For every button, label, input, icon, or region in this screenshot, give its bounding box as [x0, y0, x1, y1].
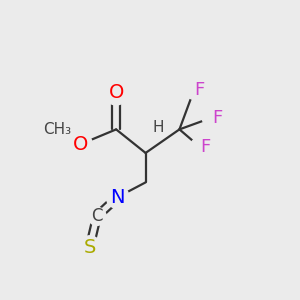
Text: O: O: [73, 135, 88, 154]
Text: H: H: [153, 120, 164, 135]
Circle shape: [88, 207, 106, 225]
Text: F: F: [200, 138, 210, 156]
Circle shape: [106, 186, 129, 208]
Text: N: N: [110, 188, 125, 207]
Text: C: C: [91, 207, 103, 225]
Circle shape: [190, 137, 210, 157]
Circle shape: [202, 108, 221, 127]
Text: F: F: [212, 109, 222, 127]
Circle shape: [70, 133, 92, 155]
Text: CH₃: CH₃: [43, 122, 71, 137]
Circle shape: [184, 80, 204, 99]
Circle shape: [144, 119, 162, 137]
Text: F: F: [194, 81, 204, 99]
Text: S: S: [83, 238, 96, 257]
Circle shape: [78, 236, 101, 259]
Circle shape: [104, 80, 128, 105]
Circle shape: [39, 112, 75, 147]
Text: O: O: [109, 83, 124, 102]
